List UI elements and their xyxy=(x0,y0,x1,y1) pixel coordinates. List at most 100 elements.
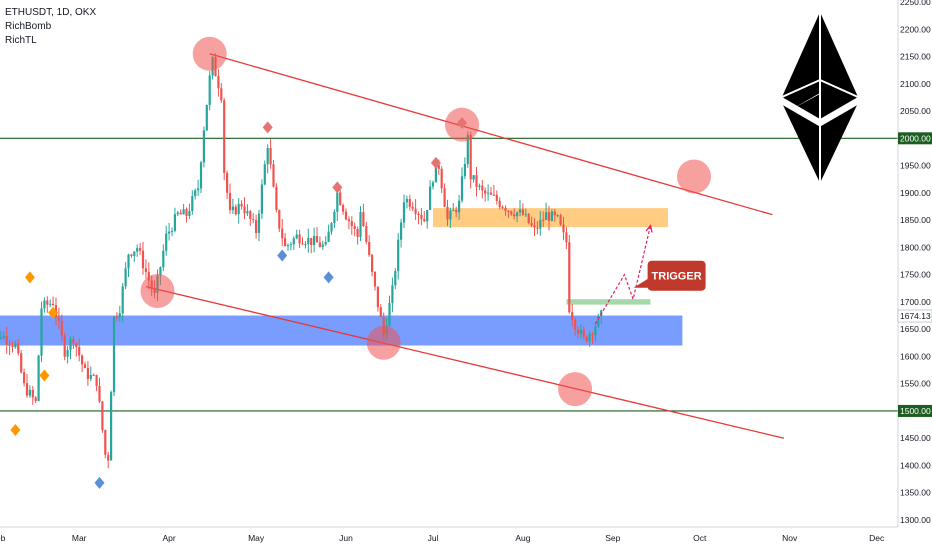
candle-body xyxy=(405,199,408,203)
candle-body xyxy=(524,213,527,215)
candle-body xyxy=(553,211,556,216)
candle-body xyxy=(147,271,150,281)
trigger-label-text: TRIGGER xyxy=(652,271,702,283)
candle-body xyxy=(121,286,124,314)
candle-body xyxy=(173,214,176,231)
candle-body xyxy=(118,313,121,318)
candle-body xyxy=(2,336,5,338)
candle-body xyxy=(263,164,266,185)
candle-body xyxy=(89,374,92,379)
y-tick-label: 1850.00 xyxy=(900,215,931,225)
candle-body xyxy=(510,211,513,215)
candle-body xyxy=(579,329,582,334)
candle-body xyxy=(478,185,481,187)
candle-body xyxy=(57,316,60,321)
candle-body xyxy=(379,307,382,317)
x-tick-label: Oct xyxy=(693,533,707,543)
candle-body xyxy=(530,223,533,226)
candle-body xyxy=(547,212,551,221)
candle-body xyxy=(226,172,229,193)
candle-body xyxy=(562,224,565,233)
candle-body xyxy=(356,228,359,237)
candle-body xyxy=(46,300,49,305)
candle-body xyxy=(533,225,536,228)
candle-body xyxy=(446,206,449,220)
candle-body xyxy=(487,192,490,194)
candle-body xyxy=(63,335,66,357)
candle-body xyxy=(25,383,29,396)
candle-body xyxy=(350,221,353,227)
candle-body xyxy=(11,345,14,348)
signal-diamond-icon xyxy=(94,476,105,489)
candle-body xyxy=(469,134,472,180)
candle-body xyxy=(104,430,107,455)
candle-body xyxy=(495,194,498,201)
candle-body xyxy=(202,130,205,163)
candle-body xyxy=(269,148,272,165)
trendlines-layer xyxy=(145,53,785,439)
candle-body xyxy=(498,200,501,207)
signal-diamond-icon xyxy=(10,424,21,437)
candle-body xyxy=(333,211,336,224)
y-tick-label: 1950.00 xyxy=(900,161,931,171)
candle-body xyxy=(223,100,226,173)
candle-body xyxy=(417,213,420,215)
candle-body xyxy=(466,134,469,165)
highlight-circle xyxy=(140,273,175,308)
x-axis: Feb Mar Apr May Jun Jul Aug Sep Oct Nov Dec xyxy=(0,526,898,543)
trigger-label-pointer xyxy=(633,277,658,288)
candle-body xyxy=(110,392,113,461)
candle-body xyxy=(295,234,298,239)
candle-body xyxy=(278,209,281,229)
y-axis: 1300.00 1350.00 1400.00 1450.00 1500.00 1550.… xyxy=(897,0,932,550)
candle-body xyxy=(78,346,81,356)
candle-body xyxy=(66,349,69,357)
y-tick-label: 2200.00 xyxy=(900,24,931,34)
candle-body xyxy=(257,213,261,233)
candle-body xyxy=(249,211,252,220)
candle-body xyxy=(43,300,46,309)
candle-body xyxy=(260,184,263,214)
candle-body xyxy=(52,303,55,306)
candle-body xyxy=(0,337,3,339)
signal-diamond-icon xyxy=(332,181,343,194)
x-tick-label: Mar xyxy=(72,533,87,543)
candle-body xyxy=(112,316,116,393)
candle-body xyxy=(449,210,452,220)
trendline xyxy=(145,285,785,439)
candle-body xyxy=(310,238,313,245)
candle-body xyxy=(124,268,127,287)
candle-body xyxy=(516,212,519,217)
symbol-title: ETHUSDT, 1D, OKX xyxy=(5,7,97,18)
trendline xyxy=(209,53,773,216)
candle-body xyxy=(220,88,223,101)
y-tick-label: 1300.00 xyxy=(900,515,931,525)
candle-body xyxy=(237,203,240,215)
candle-body xyxy=(136,248,139,252)
candle-body xyxy=(240,203,243,207)
indicator-richtl-label[interactable]: RichTL xyxy=(5,35,37,46)
candle-body xyxy=(521,209,524,215)
candle-body xyxy=(536,227,539,229)
indicator-richbomb-label[interactable]: RichBomb xyxy=(5,21,52,32)
candle-body xyxy=(588,334,591,341)
last-price-tag xyxy=(897,309,932,323)
candle-body xyxy=(275,186,278,210)
candle-body xyxy=(289,244,292,246)
candle-body xyxy=(170,230,174,232)
candle-body xyxy=(344,211,348,220)
candle-body xyxy=(565,232,568,243)
y-tick-label: 1450.00 xyxy=(900,433,931,443)
candle-body xyxy=(83,364,87,369)
candle-body xyxy=(127,254,130,269)
candle-body xyxy=(347,219,350,222)
candle-body xyxy=(182,209,185,215)
y-tick-label: 1400.00 xyxy=(900,460,931,470)
highlight-circle xyxy=(192,36,227,71)
candle-body xyxy=(95,374,98,386)
candle-body xyxy=(339,192,342,206)
candle-body xyxy=(550,211,553,221)
x-tick-label: Aug xyxy=(515,533,530,543)
candle-body xyxy=(455,209,458,213)
